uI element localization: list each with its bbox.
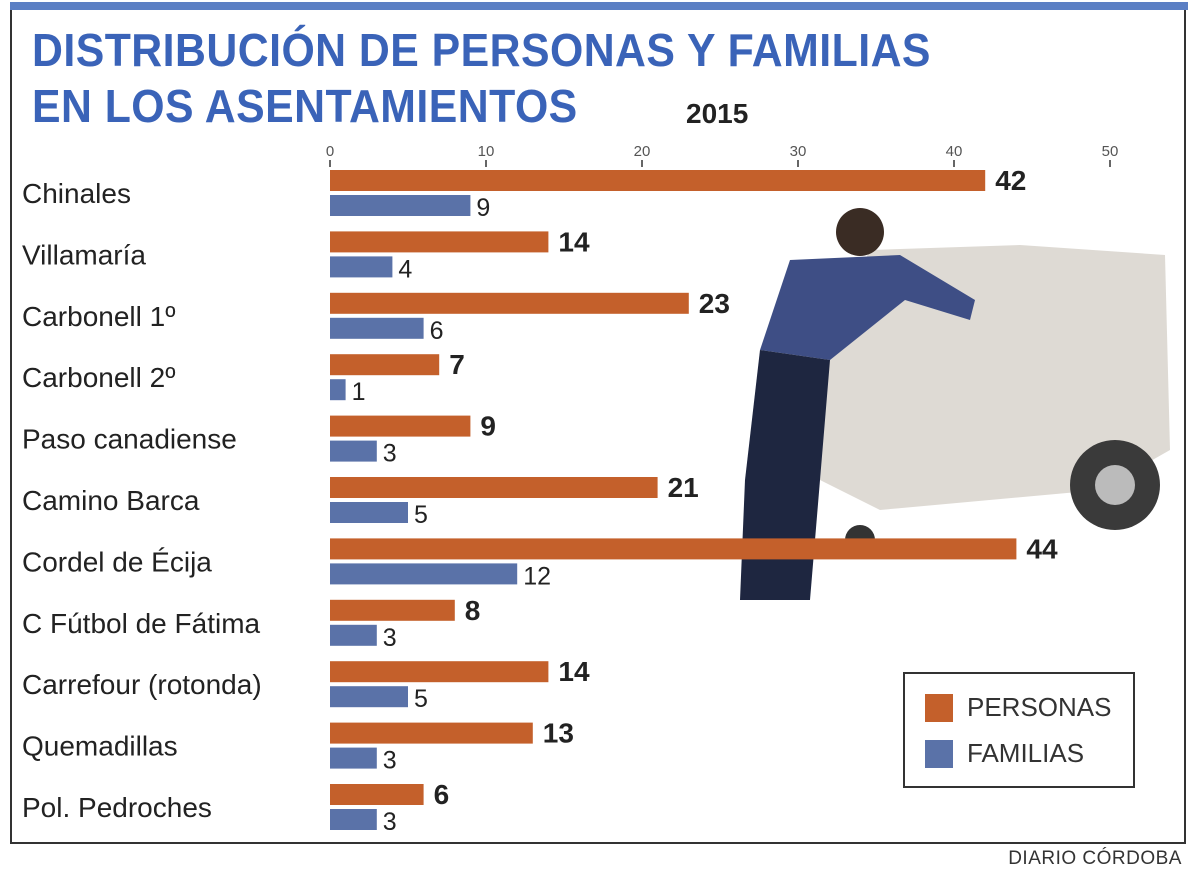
- bar-familias: [330, 195, 471, 216]
- value-label-familias: 9: [476, 194, 490, 222]
- legend-label-personas: PERSONAS: [967, 692, 1112, 722]
- category-label: Cordel de Écija: [22, 546, 212, 577]
- chart-title: DISTRIBUCIÓN DE PERSONAS Y FAMILIAS EN L…: [32, 22, 931, 134]
- legend-item-familias: FAMILIAS: [925, 738, 1084, 769]
- value-label-familias: 3: [383, 440, 397, 468]
- category-label: Pol. Pedroches: [22, 792, 212, 823]
- bar-personas: [330, 231, 549, 253]
- value-label-personas: 7: [449, 349, 465, 380]
- value-label-familias: 4: [398, 255, 412, 283]
- bar-familias: [330, 502, 408, 523]
- category-label: Chinales: [22, 178, 131, 209]
- value-label-familias: 3: [383, 747, 397, 775]
- value-label-personas: 23: [699, 288, 730, 319]
- value-label-familias: 5: [414, 685, 428, 713]
- legend-swatch-personas: [925, 693, 953, 722]
- bar-personas: [330, 599, 455, 621]
- bar-personas: [330, 722, 533, 744]
- value-label-personas: 44: [1026, 533, 1058, 564]
- value-label-personas: 9: [480, 411, 496, 442]
- x-tick-label: 30: [790, 143, 807, 160]
- bar-familias: [330, 809, 377, 830]
- chart-frame: [10, 10, 1186, 844]
- category-label: Paso canadiense: [22, 424, 237, 455]
- category-label: Carbonell 2º: [22, 362, 175, 393]
- bar-personas: [330, 292, 689, 314]
- value-label-familias: 3: [383, 624, 397, 652]
- category-label: Villamaría: [22, 239, 146, 270]
- category-label: C Fútbol de Fátima: [22, 608, 261, 639]
- bar-familias: [330, 624, 377, 646]
- bar-familias: [330, 256, 393, 278]
- photo-man-pushing-cart: [740, 208, 1170, 600]
- bar-personas: [330, 354, 440, 376]
- bar-personas: [330, 661, 549, 683]
- value-label-familias: 5: [414, 501, 428, 529]
- top-rule: [10, 2, 1188, 10]
- value-label-personas: 14: [558, 226, 590, 257]
- bar-personas: [330, 415, 471, 437]
- category-label: Camino Barca: [22, 485, 200, 516]
- bar-personas: [330, 784, 424, 805]
- bar-familias: [330, 440, 377, 462]
- bar-personas: [330, 170, 986, 191]
- title-line-1: DISTRIBUCIÓN DE PERSONAS Y FAMILIAS: [32, 24, 931, 76]
- category-label: Carbonell 1º: [22, 301, 175, 332]
- x-tick-label: 20: [634, 143, 651, 160]
- bar-familias: [330, 563, 518, 585]
- x-tick-label: 0: [326, 143, 334, 160]
- year-label: 2015: [686, 98, 749, 129]
- value-label-personas: 21: [668, 472, 699, 503]
- x-tick-label: 10: [478, 143, 495, 160]
- bar-familias: [330, 379, 346, 401]
- value-label-personas: 6: [434, 779, 450, 810]
- value-label-personas: 13: [543, 718, 574, 749]
- value-label-familias: 1: [352, 378, 366, 406]
- credit: DIARIO CÓRDOBA: [1008, 848, 1182, 869]
- value-label-personas: 14: [558, 656, 590, 687]
- bar-familias: [330, 686, 408, 708]
- value-label-familias: 12: [523, 562, 551, 590]
- category-label: Quemadillas: [22, 731, 178, 762]
- category-label: Carrefour (rotonda): [22, 669, 262, 700]
- bar-familias: [330, 747, 377, 769]
- legend-item-personas: PERSONAS: [925, 692, 1112, 723]
- value-label-personas: 42: [995, 165, 1026, 196]
- value-label-familias: 6: [430, 317, 444, 345]
- value-label-familias: 3: [383, 808, 397, 836]
- value-label-personas: 8: [465, 595, 481, 626]
- legend: PERSONAS FAMILIAS: [903, 672, 1135, 788]
- x-tick-label: 50: [1102, 143, 1119, 160]
- title-line-2: EN LOS ASENTAMIENTOS: [32, 80, 578, 132]
- bar-personas: [330, 477, 658, 498]
- bar-familias: [330, 317, 424, 339]
- legend-label-familias: FAMILIAS: [967, 738, 1085, 768]
- bar-personas: [330, 538, 1017, 560]
- legend-swatch-familias: [925, 739, 953, 768]
- x-tick-label: 40: [946, 143, 963, 160]
